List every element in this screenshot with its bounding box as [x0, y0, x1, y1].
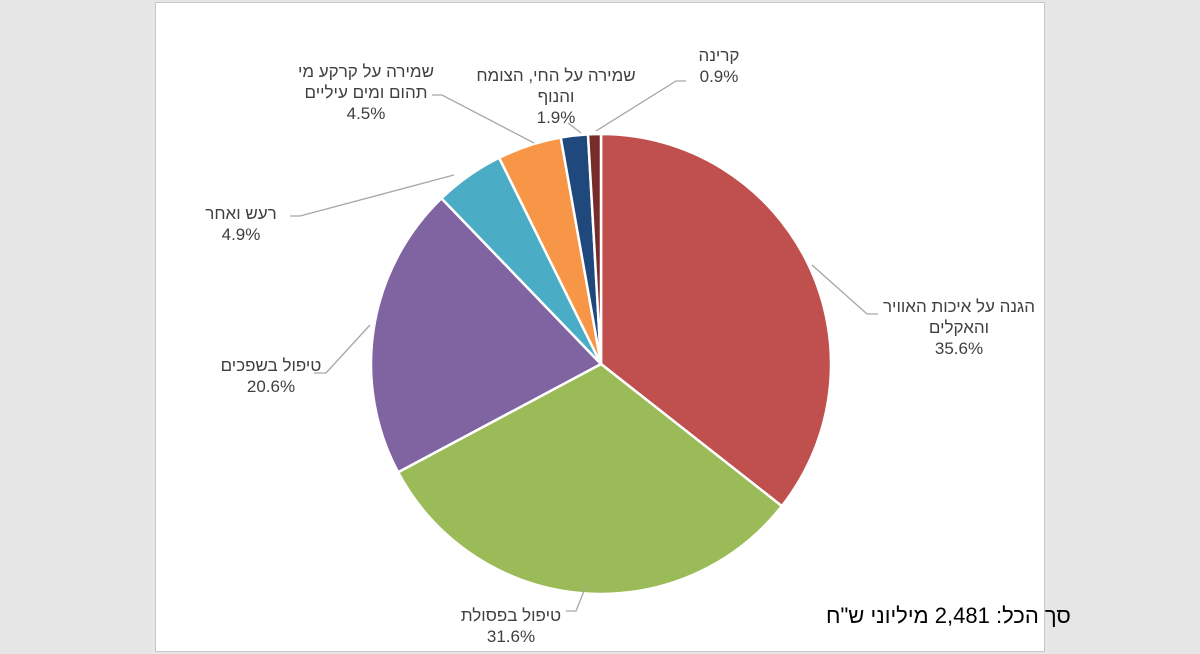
data-label: הגנה על איכות האוויר והאקלים 35.6% — [883, 296, 1035, 359]
pie-slice — [586, 132, 603, 365]
leader-lines — [290, 80, 878, 612]
leader-line — [595, 80, 686, 132]
pie-slice — [369, 196, 604, 474]
leader-line — [566, 585, 587, 612]
data-label-text: והנוף — [537, 87, 575, 106]
data-label-text: טיפול בפסולת — [460, 606, 562, 625]
data-label: שמירה על קרקע מי תהום ומים עיליים 4.5% — [298, 61, 434, 124]
leader-line — [290, 174, 455, 217]
leader-line — [811, 264, 878, 315]
pie-slices — [369, 132, 833, 596]
data-label-text: שמירה על קרקע מי — [297, 62, 435, 81]
total-unit: מיליוני ש"ח — [826, 603, 929, 628]
total-prefix: סך הכל: — [995, 603, 1071, 628]
leader-line — [567, 122, 582, 134]
data-label-value: 20.6% — [246, 377, 296, 396]
data-label-value: 0.9% — [699, 67, 739, 86]
total-note: סך הכל: 2,481 מיליוני ש"ח — [826, 603, 1071, 629]
data-label: טיפול בשפכים 20.6% — [221, 355, 322, 397]
data-label-value: 1.9% — [536, 108, 576, 127]
data-label-text: שמירה על החי, הצומח — [476, 66, 636, 85]
chart-area: הגנה על איכות האוויר והאקלים 35.6% טיפול בפ… — [155, 2, 1071, 652]
data-label-text: תהום ומים עיליים — [304, 83, 428, 102]
data-label: קרינה 0.9% — [699, 45, 740, 87]
leader-line — [432, 94, 535, 144]
data-label: טיפול בפסולת 31.6% — [461, 605, 561, 647]
data-label-value: 31.6% — [486, 627, 536, 646]
data-label: רעש ואחר 4.9% — [205, 203, 276, 245]
data-label-text: רעש ואחר — [205, 204, 277, 223]
data-label-text: טיפול בשפכים — [220, 356, 322, 375]
data-label-value: 4.5% — [346, 104, 386, 123]
data-label-text: והאקלים — [928, 318, 990, 337]
data-label: שמירה על החי, הצומח והנוף 1.9% — [476, 65, 635, 128]
pie-chart — [290, 80, 878, 612]
pie-slice — [599, 132, 833, 508]
data-label-value: 35.6% — [934, 339, 984, 358]
data-label-value: 4.9% — [221, 225, 261, 244]
data-label-text: קרינה — [698, 46, 740, 65]
data-label-text: הגנה על איכות האוויר — [882, 297, 1036, 316]
total-amount: 2,481 — [934, 603, 990, 628]
leader-line — [314, 324, 371, 374]
